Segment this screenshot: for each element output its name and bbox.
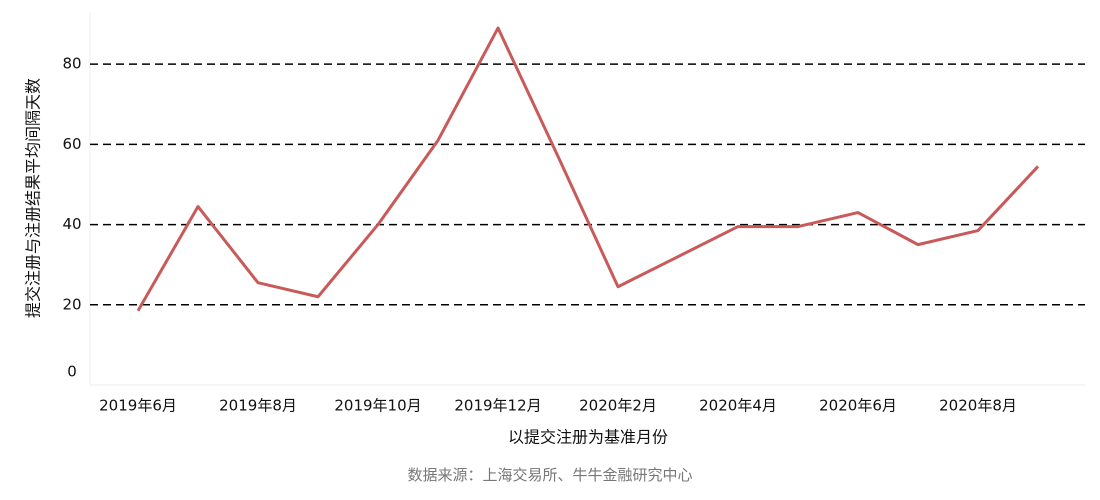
x-tick-label: 2020年8月 <box>939 397 1017 415</box>
y-tick-label: 80 <box>62 55 81 73</box>
y-tick-label: 0 <box>67 363 77 381</box>
y-tick-label: 20 <box>62 295 81 313</box>
y-axis-label: 提交注册与注册结果平均间隔天数 <box>24 78 43 318</box>
x-tick-label: 2019年10月 <box>334 397 421 415</box>
x-tick-label: 2019年12月 <box>454 397 541 415</box>
y-tick-label: 40 <box>62 215 81 233</box>
data-line <box>136 26 1040 312</box>
x-tick-label: 2019年6月 <box>99 397 177 415</box>
y-tick-label: 60 <box>62 135 81 153</box>
x-axis-label: 以提交注册为基准月份 <box>508 428 668 447</box>
x-tick-label: 2020年6月 <box>819 397 897 415</box>
x-tick-label: 2020年2月 <box>579 397 657 415</box>
source-note: 数据来源：上海交易所、牛牛金融研究中心 <box>407 466 692 484</box>
x-tick-label: 2020年4月 <box>699 397 777 415</box>
x-tick-label: 2019年8月 <box>219 397 297 415</box>
